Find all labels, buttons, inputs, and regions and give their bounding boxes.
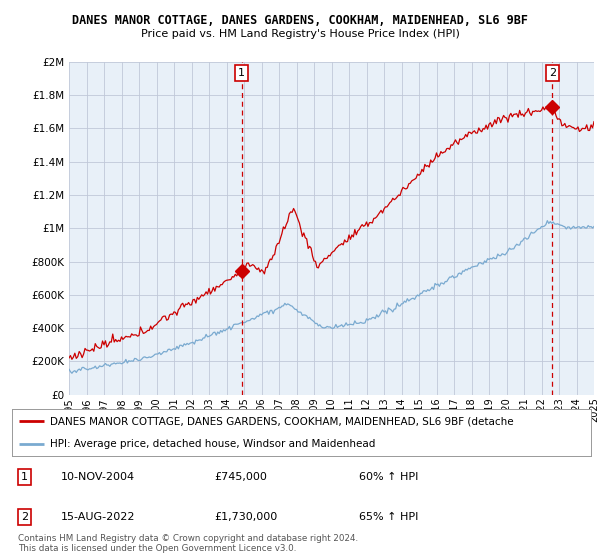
Text: 60% ↑ HPI: 60% ↑ HPI <box>359 472 419 482</box>
Text: £1,730,000: £1,730,000 <box>215 512 278 522</box>
Text: 1: 1 <box>238 68 245 78</box>
Text: DANES MANOR COTTAGE, DANES GARDENS, COOKHAM, MAIDENHEAD, SL6 9BF (detache: DANES MANOR COTTAGE, DANES GARDENS, COOK… <box>50 416 513 426</box>
Text: 65% ↑ HPI: 65% ↑ HPI <box>359 512 419 522</box>
Text: 15-AUG-2022: 15-AUG-2022 <box>61 512 136 522</box>
Text: 1: 1 <box>20 472 28 482</box>
Text: £745,000: £745,000 <box>215 472 268 482</box>
Text: Contains HM Land Registry data © Crown copyright and database right 2024.
This d: Contains HM Land Registry data © Crown c… <box>18 534 358 553</box>
Text: 2: 2 <box>20 512 28 522</box>
Text: 2: 2 <box>549 68 556 78</box>
Text: Price paid vs. HM Land Registry's House Price Index (HPI): Price paid vs. HM Land Registry's House … <box>140 29 460 39</box>
Text: 10-NOV-2004: 10-NOV-2004 <box>61 472 136 482</box>
Text: DANES MANOR COTTAGE, DANES GARDENS, COOKHAM, MAIDENHEAD, SL6 9BF: DANES MANOR COTTAGE, DANES GARDENS, COOK… <box>72 14 528 27</box>
Text: HPI: Average price, detached house, Windsor and Maidenhead: HPI: Average price, detached house, Wind… <box>50 439 375 449</box>
